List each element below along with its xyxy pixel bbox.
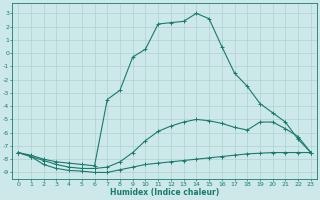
X-axis label: Humidex (Indice chaleur): Humidex (Indice chaleur) xyxy=(110,188,219,197)
